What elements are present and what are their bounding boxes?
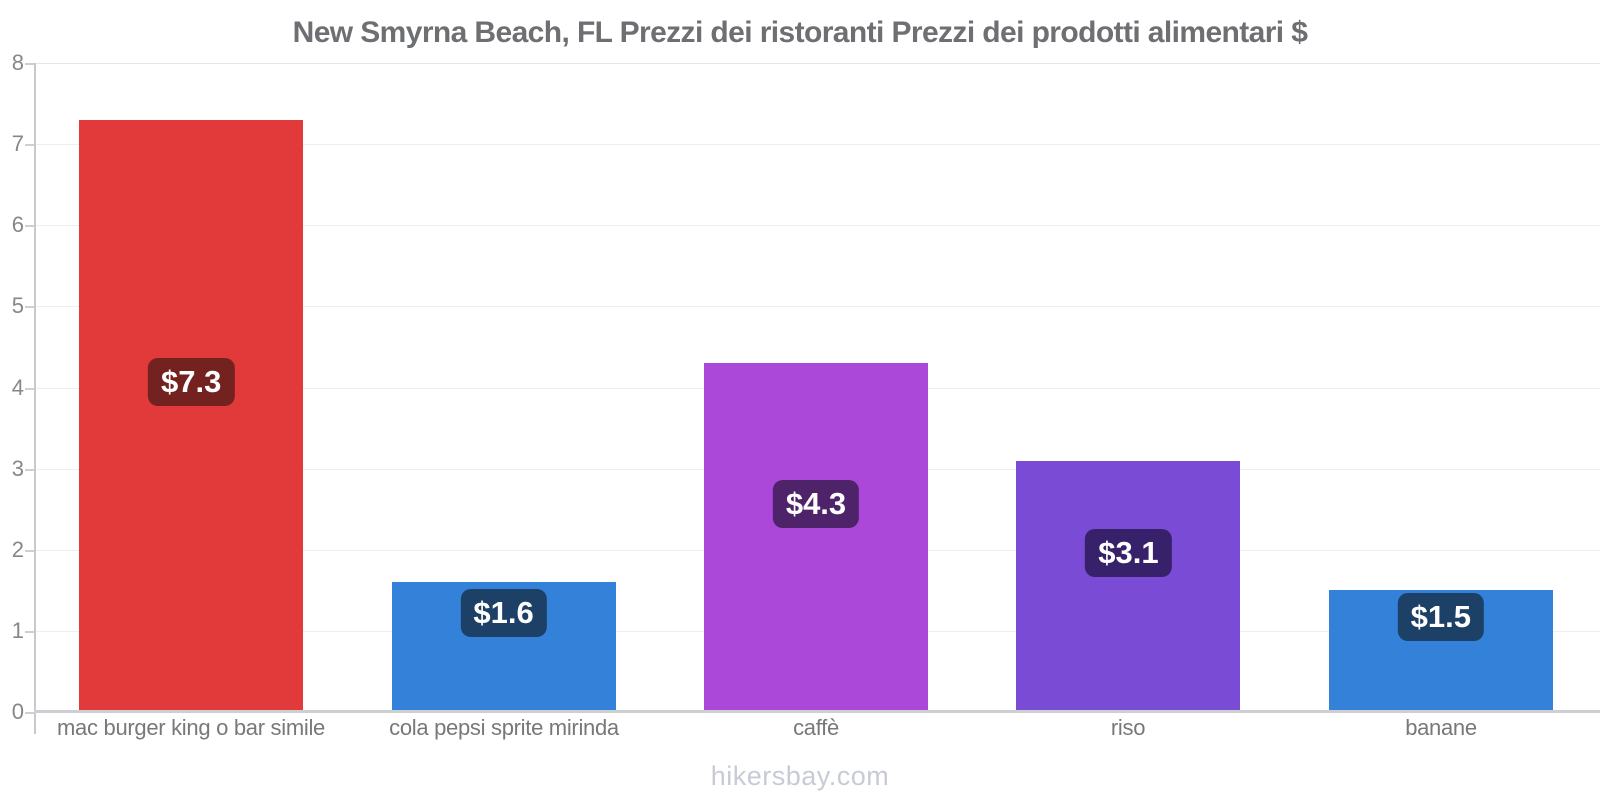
x-category-label-5: banane	[1405, 715, 1477, 740]
y-axis-label-6: 6	[11, 212, 24, 237]
y-tick-5	[25, 306, 34, 308]
gridline-y5	[34, 306, 1600, 307]
x-category-label-2: cola pepsi sprite mirinda	[389, 715, 619, 740]
y-axis-label-8: 8	[11, 50, 24, 75]
x-category-label-1: mac burger king o bar simile	[57, 715, 325, 740]
bar-value-badge-5: $1.5	[1397, 593, 1484, 641]
y-axis-label-4: 4	[11, 375, 24, 400]
y-tick-8	[25, 63, 34, 65]
chart-title: New Smyrna Beach, FL Prezzi dei ristoran…	[292, 16, 1308, 49]
bar-value-badge-3: $4.3	[772, 480, 860, 528]
y-tick-2	[25, 550, 34, 552]
y-axis-line	[34, 63, 36, 734]
gridline-y6	[34, 225, 1600, 226]
x-category-label-4: riso	[1110, 715, 1146, 740]
y-axis-label-3: 3	[11, 456, 24, 481]
watermark-link: hikersbay.com	[710, 761, 890, 791]
gridline-y8	[34, 63, 1600, 64]
y-axis-label-7: 7	[11, 131, 24, 156]
bar-3[interactable]	[704, 363, 928, 712]
y-tick-0	[25, 712, 34, 714]
gridline-y7	[34, 144, 1600, 145]
bar-4[interactable]	[1016, 461, 1240, 712]
y-axis-label-2: 2	[11, 537, 24, 562]
y-axis-label-1: 1	[11, 618, 24, 643]
y-axis-label-0: 0	[11, 699, 24, 724]
bar-value-badge-2: $1.6	[460, 589, 547, 637]
x-category-label-3: caffè	[793, 715, 839, 740]
x-axis-line	[34, 710, 1600, 713]
bar-value-badge-1: $7.3	[148, 358, 235, 406]
y-tick-4	[25, 388, 34, 390]
y-tick-3	[25, 469, 34, 471]
y-tick-6	[25, 225, 34, 227]
y-tick-1	[25, 631, 34, 633]
bar-1[interactable]	[79, 120, 303, 712]
bar-value-badge-4: $3.1	[1085, 529, 1172, 577]
y-axis-label-5: 5	[11, 293, 24, 318]
y-tick-7	[25, 144, 34, 146]
